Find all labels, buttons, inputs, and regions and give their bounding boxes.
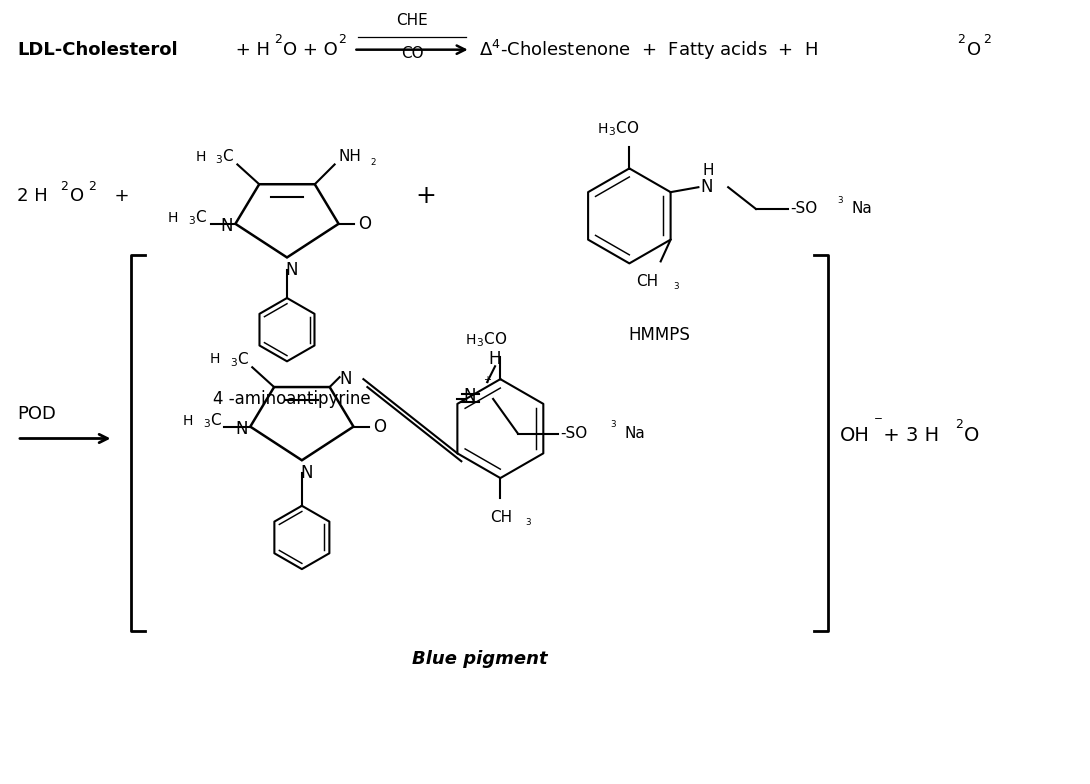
Text: 2: 2 — [88, 180, 96, 193]
Text: O: O — [373, 418, 386, 436]
Text: $_3$CO: $_3$CO — [475, 330, 507, 349]
Text: Blue pigment: Blue pigment — [412, 650, 547, 668]
Text: 2: 2 — [60, 180, 68, 193]
Text: 2: 2 — [339, 33, 347, 46]
Text: H: H — [195, 150, 206, 164]
Text: $^-$: $^-$ — [872, 416, 884, 430]
Text: O: O — [359, 215, 372, 233]
Text: H: H — [168, 211, 178, 225]
Text: H: H — [465, 332, 476, 347]
Text: CH: CH — [635, 274, 658, 289]
Text: $_3$C: $_3$C — [230, 350, 250, 368]
Text: NH: NH — [339, 149, 362, 164]
Text: 4 -aminoantipyrine: 4 -aminoantipyrine — [214, 390, 371, 408]
Text: LDL-Cholesterol: LDL-Cholesterol — [17, 41, 178, 59]
Text: CHE: CHE — [396, 13, 428, 28]
Text: N: N — [220, 217, 232, 234]
Text: OH: OH — [839, 426, 870, 445]
Text: $\Delta^4$-Cholestenone  +  Fatty acids  +  H: $\Delta^4$-Cholestenone + Fatty acids + … — [479, 38, 818, 62]
Text: 2: 2 — [982, 33, 991, 46]
Text: O: O — [70, 187, 84, 205]
Text: $_3$: $_3$ — [525, 515, 532, 528]
Text: -SO: -SO — [560, 426, 588, 441]
Text: 2: 2 — [955, 418, 962, 431]
Text: N: N — [701, 178, 713, 196]
Text: Na: Na — [851, 201, 872, 216]
Text: O + O: O + O — [283, 41, 338, 59]
Text: N: N — [340, 370, 352, 388]
Text: $_3$C: $_3$C — [187, 209, 207, 227]
Text: N: N — [463, 387, 476, 405]
Text: $_3$: $_3$ — [673, 278, 679, 292]
Text: -SO: -SO — [790, 201, 818, 216]
Text: $_3$C: $_3$C — [203, 412, 222, 430]
Text: O: O — [967, 41, 981, 59]
Text: $_3$: $_3$ — [837, 193, 845, 205]
Text: H: H — [702, 163, 714, 178]
Text: $_3$CO: $_3$CO — [607, 119, 639, 138]
Text: 2: 2 — [957, 33, 965, 46]
Text: HMMPS: HMMPS — [628, 325, 690, 343]
Text: H: H — [210, 352, 220, 366]
Text: $_3$: $_3$ — [610, 417, 617, 430]
Text: CH: CH — [490, 510, 512, 525]
Text: 2 H: 2 H — [17, 187, 48, 205]
Text: +: + — [415, 184, 436, 208]
Text: +: + — [104, 187, 130, 205]
Text: H: H — [182, 414, 193, 428]
Text: N: N — [235, 419, 247, 437]
Text: N: N — [286, 261, 299, 279]
Text: $^+$: $^+$ — [481, 375, 493, 389]
Text: H: H — [488, 350, 501, 368]
Text: $_2$: $_2$ — [371, 155, 377, 168]
Text: H: H — [597, 122, 608, 136]
Text: + H: + H — [230, 41, 270, 59]
Text: POD: POD — [17, 405, 56, 423]
Text: + 3 H: + 3 H — [877, 426, 940, 445]
Text: O: O — [964, 426, 979, 445]
Text: N: N — [301, 464, 313, 482]
Text: CO: CO — [401, 46, 423, 61]
Text: Na: Na — [625, 426, 645, 441]
Text: $_3$C: $_3$C — [215, 147, 233, 166]
Text: 2: 2 — [274, 33, 282, 46]
